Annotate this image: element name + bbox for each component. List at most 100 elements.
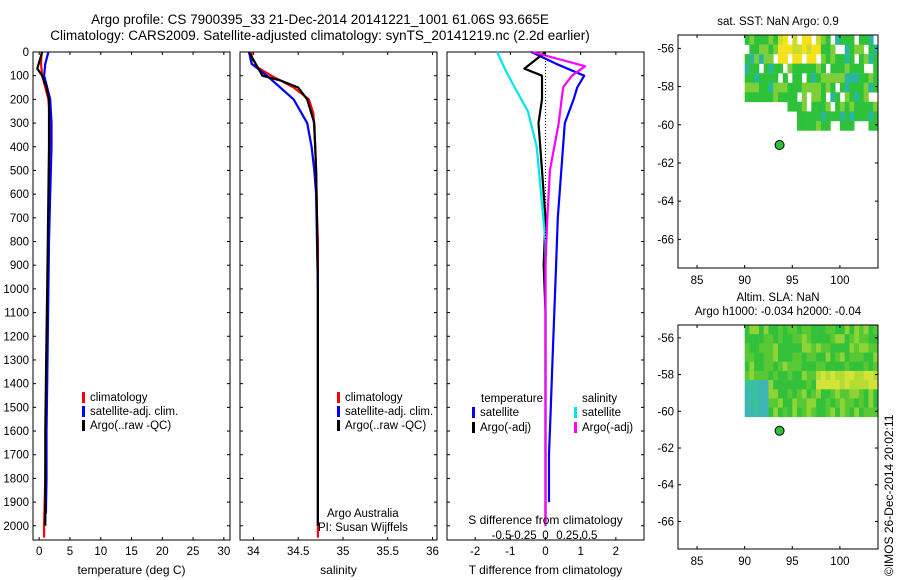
sla-map-cell [825,407,831,418]
sst-map-cell [854,111,860,122]
sla-map-cell [830,343,836,353]
sst-map-cell [759,35,765,45]
sla-map-cell [820,380,826,390]
sla-map-cell [873,334,879,344]
sla-map-cell [749,398,755,408]
sal-series-line [248,51,319,526]
sst-map-xtick-label: 90 [738,275,751,287]
sla-map-cell [759,407,765,418]
sst-map-cell [806,63,812,74]
sst-map-cell [801,101,807,112]
depth-tick-label: 700 [10,213,29,225]
temp-legend-swatch [82,406,85,417]
sla-map-cell [801,407,807,418]
sla-map-cell [806,370,812,381]
sla-map-cell [849,325,855,335]
sla-map-cell [759,370,765,381]
sla-map-cell [816,334,822,344]
sla-map-cell [749,343,755,353]
depth-tick-label: 200 [10,94,29,106]
sla-map-cell [835,389,841,399]
sla-map-cell [773,380,779,390]
sst-map-cell [811,120,817,131]
sla-map-cell [797,398,803,408]
sst-map-cell [749,73,755,83]
sla-map-cell [749,352,755,362]
imos-credit-text: ©IMOS 26-Dec-2014 20:02:11 [882,414,896,576]
sla-map-cell [868,334,874,344]
sla-map-cell [759,389,765,399]
sla-map-cell [778,334,784,344]
sst-map-cell [844,44,850,55]
sst-map-cell [868,54,874,64]
sst-map-cell [820,92,826,103]
sst-map-cell [792,44,798,55]
sst-map-cell [839,35,845,45]
sla-map-cell [863,398,869,408]
sst-map-cell [787,63,793,74]
sla-map-cell [759,343,765,353]
diff-legend-swatch [472,422,475,433]
sla-map-cell [759,398,765,408]
diff-series-line [523,51,547,526]
sla-map-ytick-label: -62 [657,443,674,455]
sla-map-cell [835,343,841,353]
sst-map-cell [820,35,826,45]
sst-map-cell [816,120,822,131]
sal-xlabel: salinity [320,563,357,577]
sst-map-cell [797,44,803,55]
sst-map-axes-box [677,34,879,269]
sst-map-cell [873,44,879,55]
depth-tick-label: 900 [10,260,29,272]
sst-map-cell [759,54,765,64]
sla-map-ytick-label: -56 [657,333,674,345]
sst-map-cell [759,44,765,55]
sla-map-cell [859,361,865,372]
sst-map-title: sat. SST: NaN Argo: 0.9 [717,16,838,28]
sst-map-cell [801,35,807,45]
sla-map-cell [849,352,855,362]
sla-map-cell [792,352,798,362]
sst-map-cell [749,92,755,103]
sla-map-cell [863,361,869,372]
depth-tick-label: 1200 [3,331,29,343]
sst-map-cell [859,73,865,83]
sla-map-cell [830,325,836,335]
sla-map-cell [768,352,774,362]
sst-map-cell [868,120,874,131]
sst-map-cell [873,73,879,83]
sst-map-cell [854,82,860,93]
sal-legend-label: Argo(..raw -QC) [345,420,426,432]
sst-map-cell [811,111,817,122]
sst-map-cell [859,101,865,112]
depth-tick-label: 400 [10,142,29,154]
sla-map-axes-box [677,324,879,550]
figure-title-line2: Climatology: CARS2009. Satellite-adjuste… [50,28,590,43]
sst-map-cell [844,82,850,93]
sla-map-cell [820,352,826,362]
sla-map-cell [863,352,869,362]
sla-map-cell [839,361,845,372]
sst-map-cell [868,73,874,83]
sst-map-cell [820,63,826,74]
sla-map-cell [797,407,803,418]
temp-xtick-label: 15 [125,546,138,558]
sla-map-cell [854,380,860,390]
sst-map-cell [820,54,826,64]
temp-series-line [43,51,53,514]
sst-map-cell [749,44,755,55]
sla-map-cell [744,370,750,381]
sla-map-cell [830,361,836,372]
figure-title-line1: Argo profile: CS 7900395_33 21-Dec-2014 … [91,12,549,27]
sla-map-cell [816,389,822,399]
sst-map: 85 90 95 100 -56 -58 -60 -62 -64 -66 sat. SST: NaN… [657,16,879,287]
sla-map-cell [763,343,769,353]
sla-map-field [744,325,879,418]
sst-map-cell [844,92,850,103]
sla-map-cell [811,334,817,344]
sla-map-cell [787,398,793,408]
sla-map-cell [768,389,774,399]
sla-map-cell [759,361,765,372]
sst-map-cell [801,63,807,74]
sla-map-cell [763,325,769,335]
